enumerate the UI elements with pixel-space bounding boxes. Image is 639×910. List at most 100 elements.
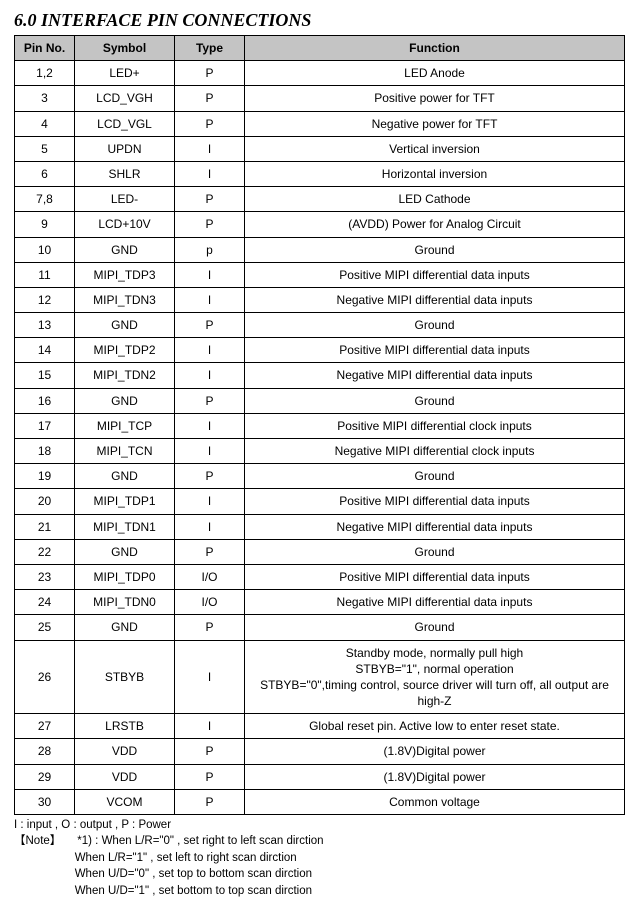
cell-function: (1.8V)Digital power [245, 764, 625, 789]
cell-symbol: GND [75, 313, 175, 338]
cell-type: P [175, 86, 245, 111]
note-label: 【Note】 [14, 833, 61, 850]
cell-pin: 9 [15, 212, 75, 237]
cell-pin: 5 [15, 136, 75, 161]
table-row: 5UPDNIVertical inversion [15, 136, 625, 161]
cell-symbol: MIPI_TDP3 [75, 262, 175, 287]
col-header-pin: Pin No. [15, 36, 75, 61]
cell-function: Positive MIPI differential data inputs [245, 489, 625, 514]
cell-pin: 15 [15, 363, 75, 388]
cell-type: P [175, 187, 245, 212]
cell-function: Positive MIPI differential data inputs [245, 564, 625, 589]
cell-symbol: SHLR [75, 161, 175, 186]
cell-pin: 28 [15, 739, 75, 764]
cell-function: Ground [245, 615, 625, 640]
cell-symbol: GND [75, 464, 175, 489]
note-line: When L/R="1" , set left to right scan di… [14, 850, 625, 867]
note-line: *1) : When L/R="0" , set right to left s… [65, 835, 324, 847]
cell-pin: 27 [15, 714, 75, 739]
table-row: 13GNDPGround [15, 313, 625, 338]
cell-function: Positive MIPI differential data inputs [245, 262, 625, 287]
cell-symbol: LED- [75, 187, 175, 212]
table-row: 22GNDPGround [15, 539, 625, 564]
cell-pin: 25 [15, 615, 75, 640]
cell-pin: 11 [15, 262, 75, 287]
cell-symbol: LRSTB [75, 714, 175, 739]
cell-function: Negative MIPI differential data inputs [245, 363, 625, 388]
cell-symbol: MIPI_TCP [75, 413, 175, 438]
cell-pin: 14 [15, 338, 75, 363]
cell-function: (1.8V)Digital power [245, 739, 625, 764]
cell-type: P [175, 539, 245, 564]
note-line: When U/D="0" , set top to bottom scan di… [14, 866, 625, 883]
cell-function: Positive power for TFT [245, 86, 625, 111]
cell-pin: 7,8 [15, 187, 75, 212]
cell-symbol: VDD [75, 764, 175, 789]
cell-type: I [175, 287, 245, 312]
cell-symbol: STBYB [75, 640, 175, 714]
cell-symbol: MIPI_TDP0 [75, 564, 175, 589]
cell-type: I [175, 413, 245, 438]
cell-pin: 3 [15, 86, 75, 111]
cell-type: I [175, 262, 245, 287]
cell-function: Ground [245, 237, 625, 262]
table-row: 9LCD+10VP(AVDD) Power for Analog Circuit [15, 212, 625, 237]
note-block: 【Note】 *1) : When L/R="0" , set right to… [14, 833, 625, 900]
cell-function: Negative power for TFT [245, 111, 625, 136]
cell-function: Negative MIPI differential clock inputs [245, 439, 625, 464]
cell-type: I [175, 338, 245, 363]
cell-function: LED Cathode [245, 187, 625, 212]
cell-pin: 20 [15, 489, 75, 514]
cell-pin: 24 [15, 590, 75, 615]
cell-pin: 18 [15, 439, 75, 464]
cell-pin: 26 [15, 640, 75, 714]
table-row: 17MIPI_TCPIPositive MIPI differential cl… [15, 413, 625, 438]
cell-pin: 16 [15, 388, 75, 413]
table-row: 29VDDP(1.8V)Digital power [15, 764, 625, 789]
cell-function: Negative MIPI differential data inputs [245, 287, 625, 312]
cell-symbol: MIPI_TDP1 [75, 489, 175, 514]
table-row: 18MIPI_TCNINegative MIPI differential cl… [15, 439, 625, 464]
table-row: 4LCD_VGLPNegative power for TFT [15, 111, 625, 136]
cell-function: LED Anode [245, 61, 625, 86]
cell-symbol: GND [75, 615, 175, 640]
cell-function: Positive MIPI differential data inputs [245, 338, 625, 363]
cell-function: Standby mode, normally pull highSTBYB="1… [245, 640, 625, 714]
cell-pin: 4 [15, 111, 75, 136]
cell-pin: 22 [15, 539, 75, 564]
table-row: 14MIPI_TDP2IPositive MIPI differential d… [15, 338, 625, 363]
cell-symbol: VCOM [75, 789, 175, 814]
pin-table-header: Pin No. Symbol Type Function [15, 36, 625, 61]
table-row: 1,2LED+PLED Anode [15, 61, 625, 86]
cell-type: P [175, 61, 245, 86]
cell-pin: 12 [15, 287, 75, 312]
cell-type: I [175, 161, 245, 186]
cell-symbol: GND [75, 237, 175, 262]
cell-type: I/O [175, 590, 245, 615]
cell-type: I [175, 489, 245, 514]
cell-type: I [175, 514, 245, 539]
cell-type: I [175, 439, 245, 464]
cell-type: I [175, 714, 245, 739]
cell-symbol: GND [75, 539, 175, 564]
cell-function: Vertical inversion [245, 136, 625, 161]
pin-table: Pin No. Symbol Type Function 1,2LED+PLED… [14, 35, 625, 815]
cell-function: Horizontal inversion [245, 161, 625, 186]
table-row: 15MIPI_TDN2INegative MIPI differential d… [15, 363, 625, 388]
table-row: 30VCOMPCommon voltage [15, 789, 625, 814]
cell-function: Ground [245, 313, 625, 338]
table-row: 26STBYBIStandby mode, normally pull high… [15, 640, 625, 714]
cell-type: P [175, 313, 245, 338]
col-header-symbol: Symbol [75, 36, 175, 61]
section-title: 6.0 INTERFACE PIN CONNECTIONS [14, 10, 625, 31]
type-legend: I : input , O : output , P : Power [14, 817, 625, 833]
cell-type: P [175, 739, 245, 764]
cell-function: Ground [245, 388, 625, 413]
cell-pin: 6 [15, 161, 75, 186]
cell-symbol: MIPI_TDP2 [75, 338, 175, 363]
cell-pin: 30 [15, 789, 75, 814]
cell-symbol: LED+ [75, 61, 175, 86]
cell-symbol: MIPI_TDN1 [75, 514, 175, 539]
table-row: 24MIPI_TDN0I/ONegative MIPI differential… [15, 590, 625, 615]
cell-type: P [175, 789, 245, 814]
